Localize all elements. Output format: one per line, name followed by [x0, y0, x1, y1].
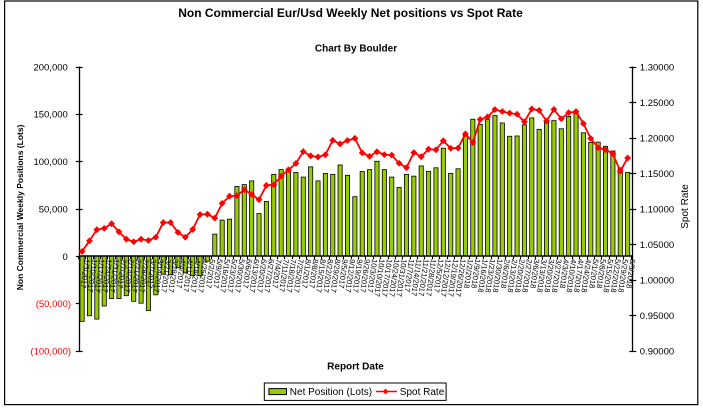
svg-text:1/3/2017: 1/3/2017 [79, 258, 92, 289]
svg-text:(100,000): (100,000) [30, 347, 71, 358]
svg-text:6/6/2017: 6/6/2017 [241, 258, 254, 289]
svg-text:50,000: 50,000 [39, 204, 68, 215]
svg-text:5/9/2017: 5/9/2017 [211, 258, 224, 289]
svg-text:8/8/2017: 8/8/2017 [307, 258, 320, 289]
svg-text:6/5/2018: 6/5/2018 [624, 258, 637, 289]
svg-text:0.90000: 0.90000 [640, 347, 674, 358]
svg-text:100,000: 100,000 [33, 157, 67, 168]
svg-text:Report Date: Report Date [327, 362, 384, 373]
svg-text:200,000: 200,000 [33, 62, 67, 73]
svg-text:2/6/2018: 2/6/2018 [499, 258, 512, 289]
svg-text:Non Commercial Eur/Usd Weekly: Non Commercial Eur/Usd Weekly Net positi… [178, 6, 523, 20]
svg-text:0: 0 [63, 252, 68, 263]
svg-text:0.95000: 0.95000 [640, 311, 674, 322]
svg-text:3/6/2018: 3/6/2018 [528, 258, 541, 289]
svg-text:1/9/2018: 1/9/2018 [469, 258, 482, 289]
svg-text:1/2/2018: 1/2/2018 [462, 258, 475, 289]
svg-text:Chart By Boulder: Chart By Boulder [315, 44, 397, 55]
svg-text:Non Commercial Weekly Position: Non Commercial Weekly Positions (Lots) [15, 124, 25, 290]
svg-text:4/3/2018: 4/3/2018 [558, 258, 571, 289]
svg-text:Spot Rate: Spot Rate [400, 387, 445, 398]
svg-text:2/7/2017: 2/7/2017 [115, 258, 128, 289]
svg-text:Net Position (Lots): Net Position (Lots) [290, 387, 372, 398]
svg-text:7/4/2017: 7/4/2017 [270, 258, 283, 289]
svg-text:5/2/2017: 5/2/2017 [204, 258, 217, 289]
svg-text:1.25000: 1.25000 [640, 98, 674, 109]
svg-text:4/4/2017: 4/4/2017 [174, 258, 187, 289]
svg-text:8/1/2017: 8/1/2017 [300, 258, 313, 289]
svg-text:Spot Rate: Spot Rate [680, 184, 691, 229]
svg-text:1.00000: 1.00000 [640, 275, 674, 286]
svg-text:9/5/2017: 9/5/2017 [337, 258, 350, 289]
svg-text:1.05000: 1.05000 [640, 240, 674, 251]
svg-text:5/1/2018: 5/1/2018 [587, 258, 600, 289]
svg-text:1.10000: 1.10000 [640, 204, 674, 215]
svg-text:1.20000: 1.20000 [640, 133, 674, 144]
svg-text:3/7/2017: 3/7/2017 [145, 258, 158, 289]
svg-text:1.30000: 1.30000 [640, 62, 674, 73]
svg-text:150,000: 150,000 [33, 110, 67, 121]
svg-text:(50,000): (50,000) [36, 299, 71, 310]
svg-text:5/8/2018: 5/8/2018 [595, 258, 608, 289]
svg-text:1.15000: 1.15000 [640, 169, 674, 180]
